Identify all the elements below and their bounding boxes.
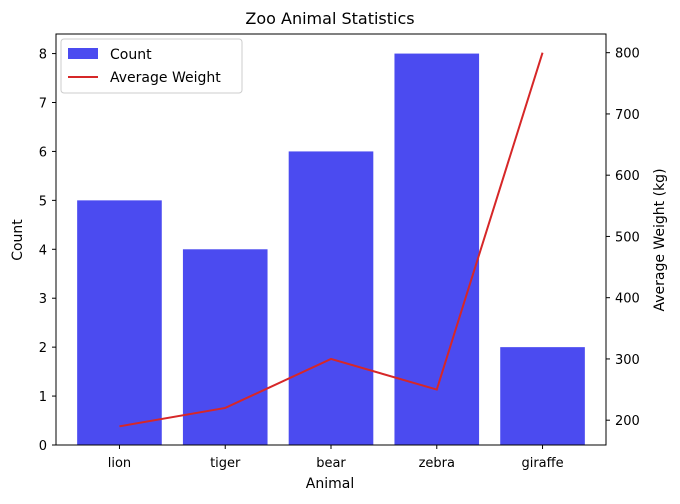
y2-axis-label: Average Weight (kg) [652,168,668,311]
y2-tick-label: 700 [615,108,640,123]
y2-tick-label: 500 [615,230,640,245]
x-tick-label: zebra [419,456,455,471]
x-tick-label: bear [316,456,346,471]
y-tick-label: 6 [39,145,47,160]
y-tick-label: 1 [39,390,47,405]
bars-layer [77,53,585,445]
legend-swatch-count [68,48,98,59]
chart-title: Zoo Animal Statistics [245,9,414,28]
legend-label-count: Count [110,47,152,63]
y-tick-label: 8 [39,48,47,63]
legend-frame [60,38,243,94]
line-layer [119,52,544,428]
bar-lion [77,200,162,445]
legend-label-average-weight: Average Weight [110,70,221,86]
bar-bear [288,151,374,445]
y2-tick-label: 400 [615,292,640,307]
bar-giraffe [500,347,585,445]
y-axis-left: 0 1 2 3 4 5 6 7 8 [39,48,56,454]
y2-tick-label: 200 [615,414,640,429]
y-axis-right: 200 300 400 500 600 700 800 [606,47,640,429]
y2-tick-label: 300 [615,353,640,368]
y-tick-label: 7 [39,97,47,112]
x-axis: lion tiger bear zebra giraffe [108,445,564,471]
legend: Count Average Weight [60,38,243,94]
x-tick-label: giraffe [521,456,563,471]
y-tick-label: 2 [39,341,47,356]
y2-tick-label: 800 [615,47,640,62]
x-tick-label: lion [108,456,131,471]
x-axis-label: Animal [306,476,354,492]
y-tick-label: 3 [39,292,47,307]
line-average-weight [119,52,544,428]
x-tick-label: tiger [210,456,241,471]
y-tick-label: 0 [39,439,47,454]
y-tick-label: 5 [39,194,47,209]
y-tick-label: 4 [39,243,47,258]
bar-zebra [394,53,480,445]
bar-tiger [182,249,268,445]
y-axis-label: Count [10,219,26,261]
y2-tick-label: 600 [615,169,640,184]
